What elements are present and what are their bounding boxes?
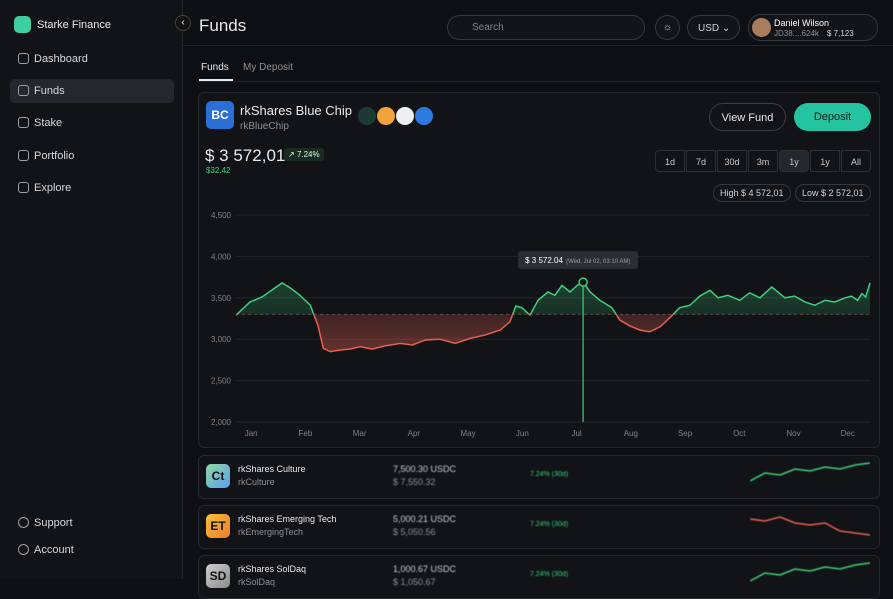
collapse[interactable]: ‹ bbox=[175, 15, 191, 31]
sparkline-line bbox=[750, 562, 870, 582]
theme-toggle[interactable]: ☼ bbox=[655, 15, 680, 40]
tab[interactable]: Funds bbox=[201, 62, 229, 73]
fund-name: rkShares SolDaq bbox=[238, 564, 307, 574]
chart: 2,000 2,500 3,000 3,500 4,000 4,500 Jan Feb Mar A… bbox=[211, 211, 871, 438]
fund-usd: $ 7,550.32 bbox=[393, 477, 436, 487]
y-tick-label: 2,500 bbox=[211, 377, 232, 386]
brand: Starke Finance bbox=[37, 19, 111, 31]
range-button[interactable]: 30d bbox=[717, 150, 747, 172]
avatar bbox=[752, 18, 771, 37]
wallet: JD38....624k bbox=[774, 29, 819, 38]
fund-amount: 7,500.30 USDC bbox=[393, 464, 457, 474]
balance: $ 7,123 bbox=[827, 29, 854, 38]
fund-name: rkShares Emerging Tech bbox=[238, 514, 337, 524]
tooltip-value: $ 3 572.04 bbox=[525, 256, 563, 265]
page-title: Funds bbox=[199, 16, 247, 35]
currency[interactable]: USD ⌄ bbox=[687, 15, 740, 40]
x-tick-label: Nov bbox=[786, 429, 800, 438]
fund-symbol: rkBlueChip bbox=[240, 121, 289, 132]
fund-symbol: rkCulture bbox=[238, 477, 275, 487]
y-tick-label: 3,500 bbox=[211, 294, 232, 303]
fund-name: rkShares Blue Chip bbox=[240, 103, 352, 118]
fund-amount: 1,000.67 USDC bbox=[393, 564, 457, 574]
range-button[interactable]: All bbox=[841, 150, 871, 172]
fund-change: 7.24% (30d) bbox=[530, 471, 569, 478]
fund-usd: $ 5,050.56 bbox=[393, 527, 436, 537]
high: High $ 4 572,01 bbox=[713, 184, 791, 202]
fund-row[interactable] bbox=[198, 505, 880, 549]
nav-item[interactable]: Account bbox=[10, 538, 174, 562]
view-fund[interactable]: View Fund bbox=[709, 103, 786, 131]
tab[interactable]: My Deposit bbox=[243, 62, 294, 73]
fund-symbol: rkEmergingTech bbox=[238, 527, 304, 537]
fund-icon: Ct bbox=[206, 464, 230, 488]
sparkline bbox=[750, 516, 870, 536]
tooltip-box bbox=[518, 251, 639, 270]
line-down bbox=[235, 314, 675, 353]
fund-icon: ET bbox=[206, 514, 230, 538]
user[interactable]: Daniel Wilson JD38....624k $ 7,123 bbox=[748, 14, 878, 41]
fund-row[interactable] bbox=[198, 455, 880, 499]
sparkline-line bbox=[750, 462, 870, 482]
token-icons bbox=[358, 107, 433, 125]
hover-point bbox=[578, 277, 588, 287]
user-name: Daniel Wilson bbox=[774, 18, 830, 28]
fund-icon: BC bbox=[206, 101, 234, 129]
x-tick-label: Jul bbox=[571, 429, 581, 438]
fund-change: 7.24% (30d) bbox=[530, 571, 569, 578]
fund-amount: 5,000.21 USDC bbox=[393, 514, 457, 524]
range-button[interactable]: 3m bbox=[748, 150, 778, 172]
range-button[interactable]: 1y bbox=[810, 150, 840, 172]
sparkline bbox=[750, 462, 870, 482]
x-tick-label: Dec bbox=[841, 429, 855, 438]
x-tick-label: Apr bbox=[408, 429, 421, 438]
divider bbox=[198, 81, 880, 82]
range-button[interactable]: 1d bbox=[655, 150, 685, 172]
price: $ 3 572,01 bbox=[205, 146, 286, 165]
range-button[interactable]: 1y bbox=[779, 150, 809, 172]
sparkline-line bbox=[750, 516, 870, 536]
x-tick-label: May bbox=[461, 429, 476, 438]
range-button[interactable]: 7d bbox=[686, 150, 716, 172]
search[interactable]: Search bbox=[447, 15, 645, 40]
y-tick-label: 4,000 bbox=[211, 252, 232, 261]
nav-item[interactable]: Portfolio bbox=[10, 144, 174, 168]
divider bbox=[183, 45, 893, 46]
x-tick-label: Oct bbox=[733, 429, 746, 438]
brand-logo bbox=[14, 16, 31, 33]
nav-item[interactable]: Funds bbox=[10, 79, 174, 103]
deposit[interactable]: Deposit bbox=[794, 103, 871, 131]
nav-item[interactable]: Explore bbox=[10, 176, 174, 200]
change: ↗ 7.24% bbox=[284, 148, 324, 161]
y-tick-label: 3,000 bbox=[211, 335, 232, 344]
fund-change: 7.24% (30d) bbox=[530, 521, 569, 528]
tab-indicator bbox=[199, 79, 233, 81]
change-value: $32.42 bbox=[206, 166, 231, 175]
nav-item[interactable]: Stake bbox=[10, 111, 174, 135]
x-tick-label: Jun bbox=[516, 429, 529, 438]
x-tick-label: Sep bbox=[678, 429, 693, 438]
nav-item[interactable]: Dashboard bbox=[10, 47, 174, 71]
fund-icon: SD bbox=[206, 564, 230, 588]
area-up bbox=[236, 282, 870, 315]
line-up bbox=[235, 281, 871, 315]
area-down bbox=[236, 314, 674, 352]
y-tick-label: 4,500 bbox=[211, 211, 232, 220]
sparkline bbox=[750, 562, 870, 582]
x-tick-label: Feb bbox=[299, 429, 313, 438]
fund-name: rkShares Culture bbox=[238, 464, 306, 474]
x-tick-label: Aug bbox=[624, 429, 638, 438]
nav-item[interactable]: Support bbox=[10, 511, 174, 535]
x-tick-label: Jan bbox=[245, 429, 258, 438]
low: Low $ 2 572,01 bbox=[795, 184, 871, 202]
x-tick-label: Mar bbox=[353, 429, 367, 438]
sidebar: Starke Finance ‹ Dashboard Funds Stake P… bbox=[0, 0, 191, 579]
y-tick-label: 2,000 bbox=[211, 418, 232, 427]
tooltip-date: (Wed, Jul 02, 03:10 AM) bbox=[566, 259, 630, 265]
